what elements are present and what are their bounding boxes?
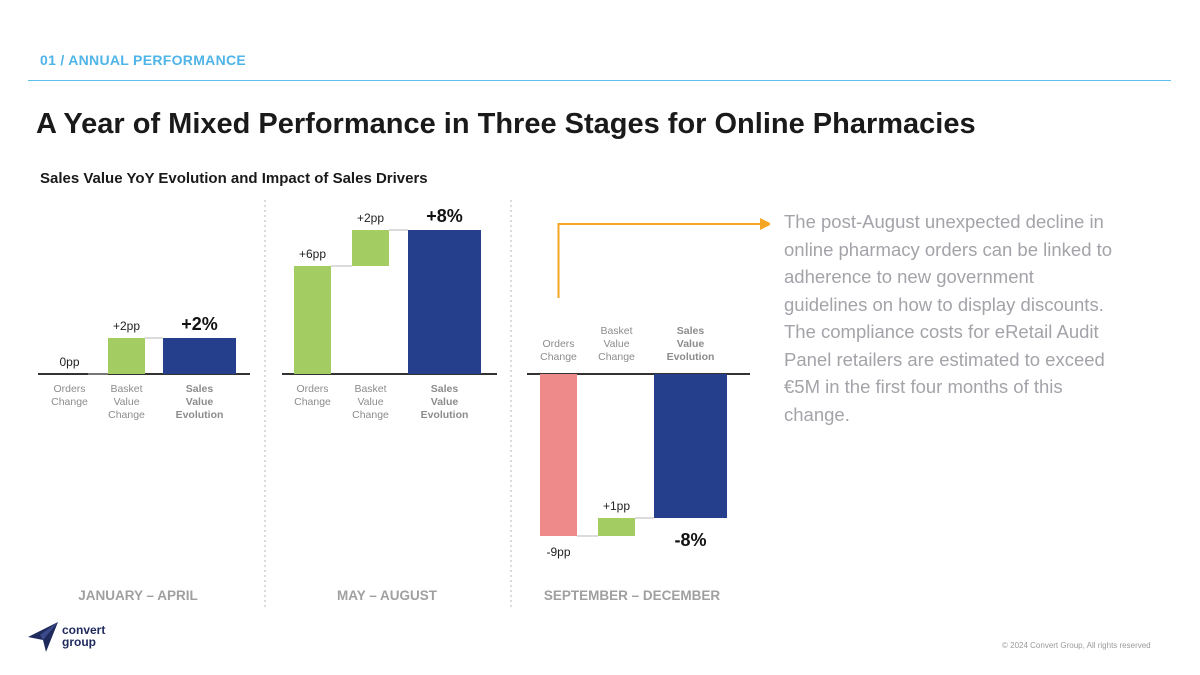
section-label: 01 / ANNUAL PERFORMANCE — [40, 52, 247, 68]
header-divider — [28, 80, 1171, 81]
category-label-1-1: Orders Change — [51, 383, 88, 408]
basket-value-label-1: +2pp — [113, 319, 140, 333]
category-label-3-2: Basket Value Change — [598, 325, 635, 363]
orders-bar-3 — [540, 374, 577, 536]
logo-line-2: group — [62, 635, 96, 649]
convert-group-logo-icon — [28, 622, 58, 652]
logo-wordmark: convert group — [62, 624, 122, 648]
period-label-1: JANUARY – APRIL — [78, 588, 198, 603]
page-title: A Year of Mixed Performance in Three Sta… — [36, 108, 976, 140]
total-bar-2 — [408, 230, 481, 374]
basket-bar-2 — [352, 230, 389, 266]
chart-title: Sales Value YoY Evolution and Impact of … — [40, 170, 428, 187]
callout-arrow-line — [557, 223, 760, 298]
period-label-2: MAY – AUGUST — [337, 588, 438, 603]
arrow-head-icon — [760, 218, 770, 230]
total-value-label-3: -8% — [674, 530, 706, 550]
orders-bar-2 — [294, 266, 331, 374]
copyright: © 2024 Convert Group, All rights reserve… — [1002, 641, 1151, 650]
period-label-3: SEPTEMBER – DECEMBER — [544, 588, 721, 603]
category-label-3-3: Sales Value Evolution — [667, 325, 715, 363]
total-value-label-1: +2% — [181, 314, 218, 334]
orders-value-label-3: -9pp — [546, 545, 570, 559]
category-label-2-3: Sales Value Evolution — [421, 383, 469, 421]
orders-value-label-2: +6pp — [299, 247, 326, 261]
total-bar-1 — [163, 338, 236, 374]
basket-value-label-3: +1pp — [603, 499, 630, 513]
category-label-1-2: Basket Value Change — [108, 383, 145, 421]
logo-line-1: convert — [62, 623, 106, 637]
basket-bar-3 — [598, 518, 635, 536]
total-value-label-2: +8% — [426, 206, 463, 226]
category-label-2-1: Orders Change — [294, 383, 331, 408]
waterfall-chart: 0pp +2pp +2% Orders Change Basket Value Change S… — [38, 200, 770, 608]
commentary-text: The post-August unexpected decline in on… — [784, 211, 1113, 425]
orders-value-label-1: 0pp — [59, 355, 79, 369]
category-label-2-2: Basket Value Change — [352, 383, 389, 421]
basket-value-label-2: +2pp — [357, 211, 384, 225]
total-bar-3 — [654, 374, 727, 518]
category-label-3-1: Orders Change — [540, 338, 577, 363]
basket-bar-1 — [108, 338, 145, 374]
category-label-1-3: Sales Value Evolution — [176, 383, 224, 421]
